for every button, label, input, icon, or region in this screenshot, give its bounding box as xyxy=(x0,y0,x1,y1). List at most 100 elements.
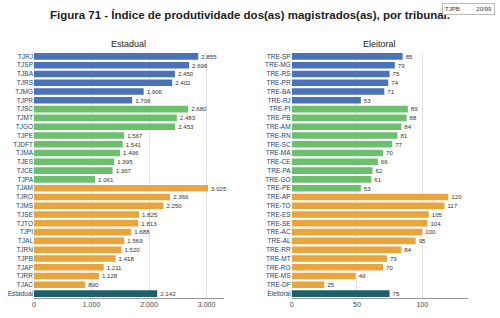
svg-text:84: 84 xyxy=(404,246,411,253)
svg-text:Estadual: Estadual xyxy=(8,290,34,297)
svg-text:1.367: 1.367 xyxy=(116,167,132,174)
svg-text:TJPE: TJPE xyxy=(17,132,34,139)
svg-text:TJCE: TJCE xyxy=(17,167,34,174)
svg-text:1.688: 1.688 xyxy=(134,228,150,235)
svg-text:TJMG: TJMG xyxy=(15,88,33,95)
svg-text:TRE-BA: TRE-BA xyxy=(267,88,292,95)
svg-text:2.453: 2.453 xyxy=(178,123,194,130)
svg-text:TJPR: TJPR xyxy=(17,97,34,104)
svg-text:TRE-SE: TRE-SE xyxy=(267,220,292,227)
svg-text:75: 75 xyxy=(393,70,400,77)
svg-text:2.142: 2.142 xyxy=(160,290,176,297)
svg-text:3.025: 3.025 xyxy=(211,185,227,192)
svg-text:890: 890 xyxy=(88,281,99,288)
svg-text:89: 89 xyxy=(411,105,418,112)
svg-text:0: 0 xyxy=(32,301,36,308)
svg-text:TRE-PR: TRE-PR xyxy=(266,79,291,86)
svg-text:TRE-PB: TRE-PB xyxy=(267,114,291,121)
svg-text:TRE-MA: TRE-MA xyxy=(266,149,292,156)
svg-text:TRE-MS: TRE-MS xyxy=(266,272,292,279)
svg-text:2.483: 2.483 xyxy=(180,114,196,121)
svg-text:2.696: 2.696 xyxy=(192,62,208,69)
svg-text:1.520: 1.520 xyxy=(124,246,140,253)
svg-text:75: 75 xyxy=(393,290,400,297)
svg-text:1.825: 1.825 xyxy=(142,211,158,218)
svg-text:81: 81 xyxy=(400,132,407,139)
svg-text:TJSP: TJSP xyxy=(17,61,33,68)
svg-text:1.000: 1.000 xyxy=(83,301,101,308)
svg-text:TRE-AC: TRE-AC xyxy=(266,228,291,235)
svg-text:TRE-PE: TRE-PE xyxy=(267,184,292,191)
svg-text:TJAC: TJAC xyxy=(17,281,34,288)
svg-text:25: 25 xyxy=(327,281,334,288)
svg-text:TJRO: TJRO xyxy=(16,193,33,200)
svg-text:73: 73 xyxy=(390,255,397,262)
svg-text:1.567: 1.567 xyxy=(127,132,143,139)
svg-text:TRE-RR: TRE-RR xyxy=(266,246,291,253)
svg-text:49: 49 xyxy=(359,272,366,279)
svg-text:1.128: 1.128 xyxy=(102,272,118,279)
svg-text:50: 50 xyxy=(353,301,361,308)
svg-text:TJMT: TJMT xyxy=(16,114,33,121)
svg-text:TJTO: TJTO xyxy=(17,220,33,227)
svg-text:1.061: 1.061 xyxy=(98,176,114,183)
svg-text:3.000: 3.000 xyxy=(198,301,216,308)
svg-text:Eleitoral: Eleitoral xyxy=(363,39,396,49)
svg-text:85: 85 xyxy=(406,53,413,60)
svg-text:TJRN: TJRN xyxy=(16,246,33,253)
svg-text:74: 74 xyxy=(391,79,398,86)
svg-text:1.569: 1.569 xyxy=(127,237,143,244)
svg-text:TJRR: TJRR xyxy=(16,272,33,279)
svg-text:88: 88 xyxy=(410,114,417,121)
svg-text:TRE-TO: TRE-TO xyxy=(267,202,291,209)
svg-text:95: 95 xyxy=(419,237,426,244)
svg-text:TJRS: TJRS xyxy=(17,79,34,86)
svg-text:Eleitoral: Eleitoral xyxy=(267,290,291,297)
svg-text:TRE-SC: TRE-SC xyxy=(266,141,291,148)
svg-text:2.000: 2.000 xyxy=(140,301,158,308)
svg-text:TRE-RN: TRE-RN xyxy=(266,132,291,139)
svg-text:Figura 71 - Índice de produtiv: Figura 71 - Índice de produtividade dos(… xyxy=(50,9,450,21)
svg-text:105: 105 xyxy=(432,211,443,218)
svg-text:TJPB 20/99: TJPB 20/99 xyxy=(445,6,492,12)
svg-text:TJPA: TJPA xyxy=(18,176,34,183)
svg-text:TJES: TJES xyxy=(17,158,34,165)
svg-text:TJPI: TJPI xyxy=(20,228,34,235)
svg-text:TRE-DF: TRE-DF xyxy=(267,281,291,288)
svg-text:70: 70 xyxy=(386,149,393,156)
svg-text:84: 84 xyxy=(404,123,411,130)
svg-text:53: 53 xyxy=(364,97,371,104)
svg-text:TRE-GO: TRE-GO xyxy=(265,176,290,183)
svg-text:TJSC: TJSC xyxy=(17,105,34,112)
svg-text:TRE-ES: TRE-ES xyxy=(267,211,292,218)
svg-text:2.450: 2.450 xyxy=(178,70,194,77)
svg-text:TJBA: TJBA xyxy=(17,70,34,77)
svg-text:TRE-CE: TRE-CE xyxy=(266,158,291,165)
svg-text:70: 70 xyxy=(386,264,393,271)
svg-text:62: 62 xyxy=(376,167,383,174)
svg-text:2.366: 2.366 xyxy=(173,193,189,200)
svg-text:71: 71 xyxy=(387,88,394,95)
svg-text:1.706: 1.706 xyxy=(135,97,151,104)
svg-text:1.395: 1.395 xyxy=(117,158,133,165)
svg-text:TRE-AM: TRE-AM xyxy=(266,123,291,130)
svg-text:1.496: 1.496 xyxy=(123,149,139,156)
svg-text:TJSE: TJSE xyxy=(17,211,34,218)
svg-text:61: 61 xyxy=(374,176,381,183)
svg-text:1.813: 1.813 xyxy=(141,220,157,227)
svg-text:120: 120 xyxy=(451,193,462,200)
svg-text:Estadual: Estadual xyxy=(111,39,146,49)
svg-text:100: 100 xyxy=(416,301,428,308)
svg-text:79: 79 xyxy=(398,62,405,69)
svg-text:TJRJ: TJRJ xyxy=(18,53,33,60)
svg-text:TJAP: TJAP xyxy=(17,264,33,271)
svg-text:2.250: 2.250 xyxy=(166,202,182,209)
svg-text:TRE-RS: TRE-RS xyxy=(266,70,291,77)
svg-text:TRE-MG: TRE-MG xyxy=(265,61,291,68)
svg-text:117: 117 xyxy=(447,202,457,209)
svg-text:100: 100 xyxy=(425,228,436,235)
svg-text:TRE-PA: TRE-PA xyxy=(267,167,291,174)
svg-text:1.211: 1.211 xyxy=(107,264,122,271)
svg-text:TRE-SP: TRE-SP xyxy=(267,53,291,60)
svg-text:TRE-MT: TRE-MT xyxy=(266,255,291,262)
